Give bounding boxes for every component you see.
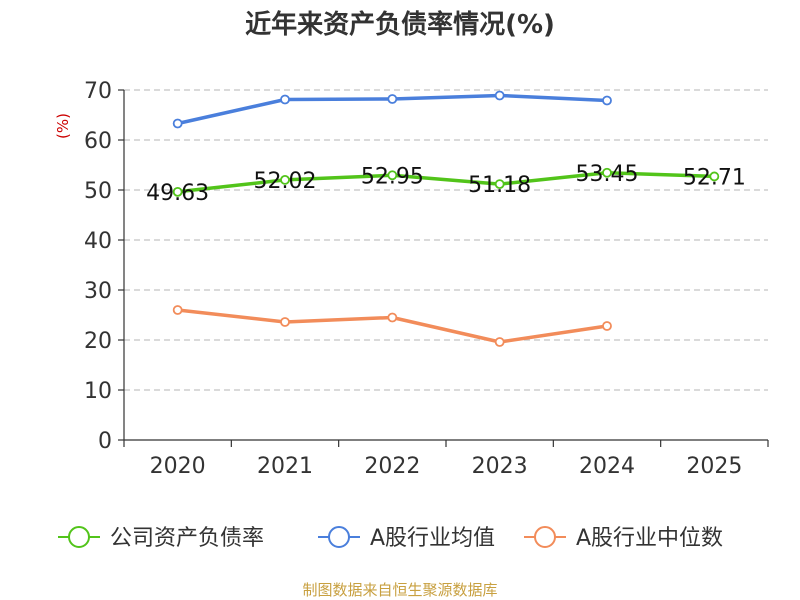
x-tick-label: 2025 — [686, 454, 742, 479]
x-tick-label: 2020 — [150, 454, 206, 479]
data-point — [172, 118, 183, 129]
data-label: 52.95 — [361, 164, 424, 189]
data-label: 51.18 — [468, 173, 531, 198]
y-tick-label: 10 — [84, 379, 112, 404]
source-note: 制图数据来自恒生聚源数据库 — [302, 581, 497, 599]
legend-label: A股行业中位数 — [576, 526, 723, 551]
data-point — [387, 170, 398, 181]
y-tick-label: 20 — [84, 329, 112, 354]
chart-title: 近年来资产负债率情况(%) — [245, 9, 555, 40]
y-tick-label: 40 — [84, 229, 112, 254]
data-point — [709, 171, 720, 182]
y-tick-label: 50 — [84, 179, 112, 204]
data-point — [494, 179, 505, 190]
legend-marker — [328, 526, 350, 548]
data-point — [494, 90, 505, 101]
y-tick-label: 0 — [98, 429, 112, 454]
x-tick-label: 2022 — [364, 454, 420, 479]
data-point — [280, 94, 290, 105]
data-point — [280, 317, 290, 327]
data-point — [387, 312, 398, 323]
data-label: 53.45 — [576, 162, 639, 187]
data-label: 49.63 — [146, 181, 209, 206]
x-tick-label: 2021 — [257, 454, 313, 479]
series — [172, 90, 720, 347]
x-tick-label: 2024 — [579, 454, 635, 479]
y-tick-label: 30 — [84, 279, 112, 304]
data-label: 52.71 — [683, 165, 746, 190]
data-point — [602, 321, 612, 331]
data-label: 52.02 — [254, 169, 317, 194]
legend-label: A股行业均值 — [370, 526, 495, 551]
y-axis-label: (%) — [54, 113, 72, 139]
axes: 0 10 20 30 40 50 60 70 2020 2021 2022 2023 2024 2025 — [84, 79, 769, 479]
data-labels: 49.63 52.02 52.95 51.18 53.45 52.71 — [146, 162, 746, 206]
data-point — [280, 174, 290, 185]
legend: 公司资产负债率 A股行业均值 A股行业中位数 — [58, 526, 723, 551]
x-tick-label: 2023 — [472, 454, 528, 479]
data-point — [602, 167, 612, 178]
legend-marker — [534, 526, 556, 548]
data-point — [172, 186, 183, 197]
series-line-1 — [175, 171, 717, 194]
data-point — [494, 337, 505, 347]
y-tick-label: 60 — [84, 129, 112, 154]
legend-marker — [68, 526, 90, 548]
data-point — [602, 95, 612, 106]
grid — [124, 89, 768, 391]
y-tick-label: 70 — [84, 79, 112, 104]
data-point — [172, 305, 183, 315]
legend-label: 公司资产负债率 — [110, 526, 264, 551]
data-point — [387, 94, 398, 104]
